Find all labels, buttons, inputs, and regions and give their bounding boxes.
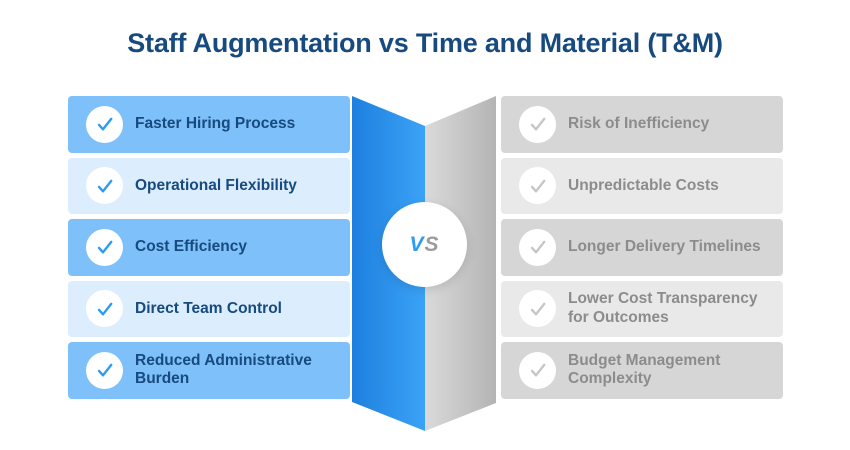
row-label: Budget Management Complexity xyxy=(568,351,721,388)
check-icon xyxy=(86,105,123,143)
row-label: Risk of Inefficiency xyxy=(568,115,710,133)
drawback-row: Lower Cost Transparency for Outcomes xyxy=(501,280,783,337)
row-label: Reduced Administrative Burden xyxy=(135,351,312,388)
page-title: Staff Augmentation vs Time and Material … xyxy=(127,28,723,58)
vs-badge: V S xyxy=(382,202,467,287)
check-icon xyxy=(519,290,556,328)
drawback-row: Unpredictable Costs xyxy=(501,157,783,214)
check-icon xyxy=(519,351,556,389)
vs-badge-s: S xyxy=(424,232,440,256)
benefit-row: Reduced Administrative Burden xyxy=(68,342,350,399)
check-icon xyxy=(519,167,556,205)
time-and-material-panel: Risk of Inefficiency Unpredictable Costs L… xyxy=(501,96,783,399)
check-icon xyxy=(86,290,123,328)
drawback-row: Risk of Inefficiency xyxy=(501,96,783,153)
row-label: Faster Hiring Process xyxy=(135,115,296,133)
check-icon xyxy=(86,167,123,205)
drawback-row: Longer Delivery Timelines xyxy=(501,219,783,276)
row-label: Lower Cost Transparency for Outcomes xyxy=(568,290,758,326)
benefit-row: Operational Flexibility xyxy=(68,157,350,214)
check-icon xyxy=(519,228,556,266)
benefit-row: Direct Team Control xyxy=(68,280,350,337)
check-icon xyxy=(519,105,556,143)
row-label: Operational Flexibility xyxy=(135,176,297,194)
row-label: Cost Efficiency xyxy=(135,238,247,256)
row-label: Unpredictable Costs xyxy=(568,176,719,194)
row-label: Direct Team Control xyxy=(135,299,282,317)
row-label: Longer Delivery Timelines xyxy=(568,238,761,256)
check-icon xyxy=(86,228,123,266)
check-icon xyxy=(86,351,123,389)
staff-augmentation-panel: Faster Hiring Process Operational Flexibi… xyxy=(68,96,350,399)
drawback-row: Budget Management Complexity xyxy=(501,342,783,399)
vs-badge-v: V xyxy=(409,232,425,256)
benefit-row: Cost Efficiency xyxy=(68,219,350,276)
benefit-row: Faster Hiring Process xyxy=(68,96,350,153)
